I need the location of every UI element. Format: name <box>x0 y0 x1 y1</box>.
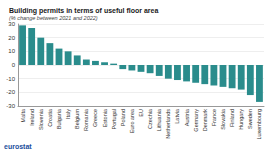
svg-text:0: 0 <box>12 62 16 68</box>
svg-text:Croatia: Croatia <box>47 108 53 127</box>
svg-text:Euro area: Euro area <box>129 108 135 133</box>
svg-text:Lithuania: Lithuania <box>156 108 162 131</box>
svg-text:Building permits in terms of u: Building permits in terms of useful floo… <box>9 7 158 15</box>
svg-text:Czechia: Czechia <box>147 108 153 129</box>
svg-text:EU: EU <box>138 109 144 117</box>
svg-text:Hungary: Hungary <box>238 109 244 130</box>
svg-text:Sweden: Sweden <box>247 109 253 129</box>
svg-text:Estonia: Estonia <box>102 108 108 127</box>
svg-text:Romania: Romania <box>83 108 89 131</box>
svg-text:Malta: Malta <box>20 108 26 122</box>
svg-text:Denmark: Denmark <box>202 109 208 132</box>
svg-text:30: 30 <box>8 21 15 27</box>
svg-text:Bulgaria: Bulgaria <box>56 108 62 129</box>
svg-text:France: France <box>211 109 217 126</box>
svg-text:Greece: Greece <box>92 109 98 127</box>
svg-text:(% change between 2021 and 202: (% change between 2021 and 2022) <box>9 15 98 21</box>
svg-text:Poland: Poland <box>120 109 126 126</box>
svg-text:Latvia: Latvia <box>174 108 180 124</box>
svg-text:-30: -30 <box>6 103 15 109</box>
svg-text:Slovakia: Slovakia <box>220 108 226 130</box>
svg-text:Austria: Austria <box>184 108 190 126</box>
svg-text:Belgium: Belgium <box>74 109 80 129</box>
svg-text:10: 10 <box>8 48 15 54</box>
svg-text:Germany: Germany <box>193 109 199 132</box>
svg-text:Netherlands: Netherlands <box>165 109 171 139</box>
svg-text:-10: -10 <box>6 76 15 82</box>
svg-text:Luxembourg: Luxembourg <box>256 109 262 140</box>
svg-text:-20: -20 <box>6 89 15 95</box>
svg-text:Slovenia: Slovenia <box>38 108 44 130</box>
svg-text:Portugal: Portugal <box>111 109 117 130</box>
svg-text:20: 20 <box>8 35 15 41</box>
svg-text:Italy: Italy <box>65 109 71 119</box>
svg-text:Ireland: Ireland <box>29 109 35 126</box>
svg-text:Finland: Finland <box>229 109 235 127</box>
svg-text:eurostat: eurostat <box>4 143 32 150</box>
